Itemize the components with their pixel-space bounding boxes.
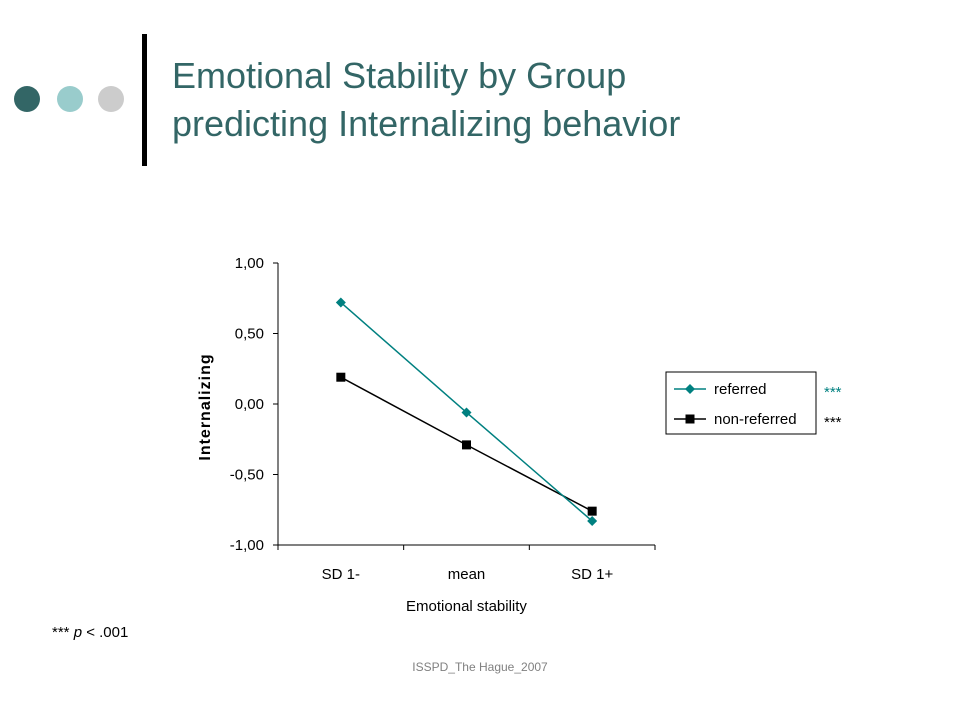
y-tick-label: 0,00 — [235, 396, 264, 413]
legend-label-referred: referred — [714, 381, 767, 398]
data-point-referred — [587, 516, 598, 527]
x-tick-label: SD 1+ — [571, 566, 613, 583]
data-point-non-referred — [587, 506, 597, 516]
legend-label-non-referred: non-referred — [714, 411, 797, 428]
slide-title: Emotional Stability by Group predicting … — [172, 52, 932, 148]
dot-gray — [98, 86, 124, 112]
y-axis-title: Internalizing — [197, 353, 214, 460]
data-point-non-referred — [462, 440, 471, 450]
significance-footnote: *** p < .001 — [52, 624, 128, 641]
x-axis-title: Emotional stability — [406, 598, 527, 615]
data-point-referred — [335, 297, 346, 308]
y-tick-label: -1,00 — [230, 537, 264, 554]
data-point-referred — [461, 407, 472, 418]
footnote-threshold: < .001 — [86, 624, 129, 641]
data-point-non-referred — [336, 372, 346, 382]
dot-light-teal — [57, 86, 83, 112]
legend-marker-referred — [685, 384, 695, 394]
y-tick-label: -0,50 — [230, 467, 264, 484]
y-tick-label: 0,50 — [235, 326, 264, 343]
title-line-1: Emotional Stability by Group — [172, 55, 627, 96]
footnote-p: p — [73, 624, 83, 641]
footnote-stars: *** — [52, 624, 70, 641]
significance-referred: *** — [824, 384, 842, 401]
y-tick-label: 1,00 — [235, 255, 264, 272]
title-line-2: predicting Internalizing behavior — [172, 103, 681, 144]
significance-non-referred: *** — [824, 414, 842, 431]
x-tick-label: SD 1- — [322, 566, 360, 583]
title-divider — [142, 34, 147, 166]
slide-footer: ISSPD_The Hague_2007 — [412, 660, 548, 674]
dot-dark-teal — [14, 86, 40, 112]
legend-box — [665, 371, 817, 435]
x-tick-label: mean — [448, 566, 486, 583]
legend-marker-non-referred — [685, 414, 695, 424]
decorative-dots — [14, 86, 126, 114]
